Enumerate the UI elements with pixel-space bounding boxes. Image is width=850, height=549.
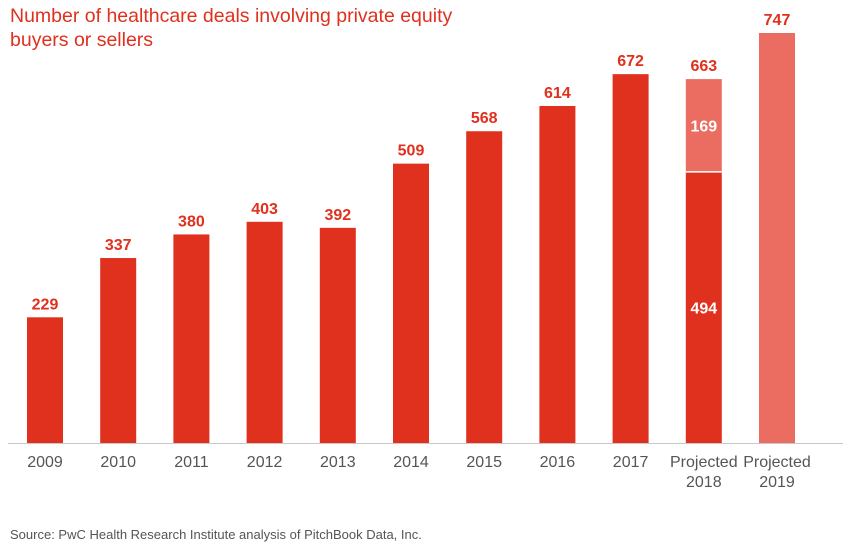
category-label: 2012 — [247, 454, 283, 471]
category-label: 2015 — [466, 454, 502, 471]
bar-1 — [393, 163, 429, 443]
total-label: 403 — [251, 201, 278, 218]
total-label: 672 — [617, 53, 644, 70]
total-label: 568 — [471, 110, 498, 127]
segment-label: 169 — [690, 118, 717, 135]
category-label: 2016 — [540, 454, 576, 471]
bar-1 — [685, 171, 722, 443]
segment-label: 494 — [690, 300, 717, 317]
bar-1 — [466, 131, 503, 443]
category-label: 2018 — [686, 474, 722, 491]
total-label: 229 — [32, 296, 59, 313]
bar-2 — [759, 33, 795, 443]
category-label: 2014 — [393, 454, 429, 471]
bar-1 — [27, 317, 63, 443]
bar-1 — [319, 227, 356, 443]
bar-1 — [539, 105, 576, 444]
bar-2 — [685, 79, 722, 172]
bar-1 — [246, 221, 283, 443]
bar-1 — [173, 234, 210, 443]
category-label: 2013 — [320, 454, 356, 471]
total-label: 663 — [690, 58, 717, 75]
total-label: 392 — [324, 207, 351, 224]
category-label: Projected — [670, 454, 738, 471]
category-label: 2010 — [100, 454, 136, 471]
source-note: Source: PwC Health Research Institute an… — [10, 527, 422, 542]
category-label: Projected — [743, 454, 811, 471]
category-label: 2009 — [27, 454, 63, 471]
bar-1 — [612, 74, 649, 443]
total-label: 509 — [398, 143, 425, 160]
bar-chart: 229 2009 337 2010 380 2011 403 2012 392 2013 509 20… — [8, 12, 843, 491]
bar-1 — [100, 258, 137, 443]
total-label: 747 — [764, 12, 791, 29]
total-label: 380 — [178, 213, 205, 230]
total-label: 614 — [544, 85, 571, 102]
category-label: 2017 — [613, 454, 649, 471]
total-label: 337 — [105, 237, 132, 254]
category-label: 2019 — [759, 474, 795, 491]
chart-title: Number of healthcare deals involving pri… — [10, 5, 453, 51]
category-label: 2011 — [174, 454, 209, 471]
